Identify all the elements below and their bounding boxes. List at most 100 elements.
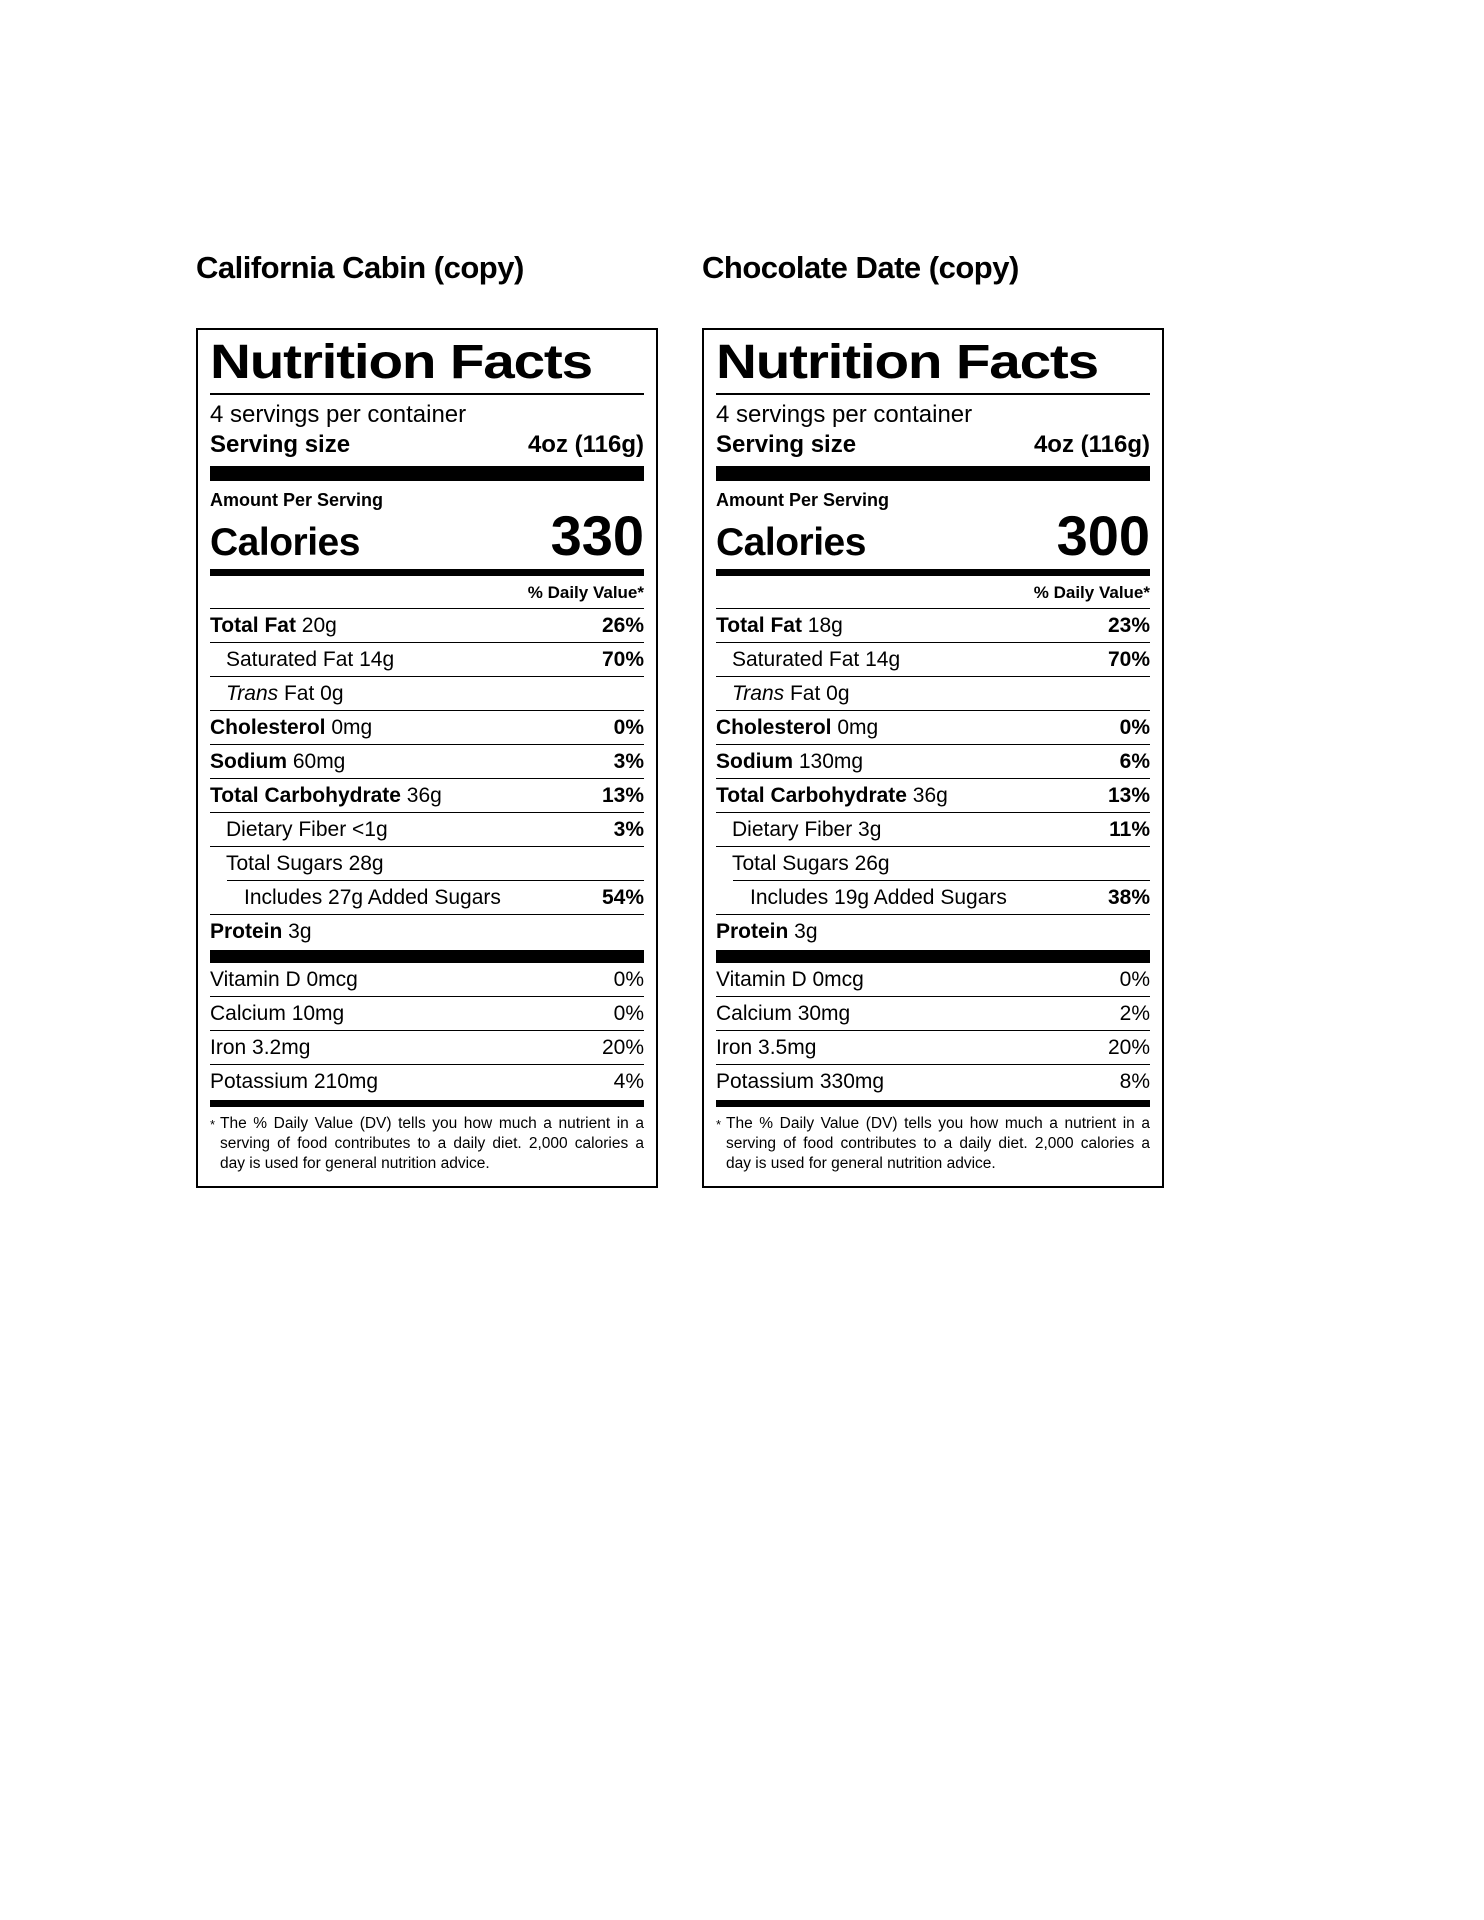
serving-size-label: Serving size [716,431,857,458]
nutrient-dv: 70% [601,648,644,671]
servings-per-container: 4 servings per container [716,401,973,428]
nutrient-name: Cholesterol 0mg [716,716,879,739]
serving-size-row: Serving size 4oz (116g) [210,429,644,466]
nutrient-dv: 70% [1107,648,1150,671]
nutrient-row: Dietary Fiber 3g 11% [716,812,1150,846]
divider-bar-thick [716,466,1150,481]
nutrient-dv: 20% [601,1036,644,1059]
nutrient-rows: Total Fat 20g 26% Saturated Fat 14g 70% … [210,608,644,948]
nutrient-row: Total Sugars 28g [210,846,644,880]
nutrient-name: Iron 3.5mg [716,1036,817,1059]
nutrient-row: Saturated Fat 14g 70% [210,642,644,676]
label-column-california-cabin: California Cabin (copy) Nutrition Facts … [196,250,658,1188]
nutrient-name: Sodium 60mg [210,750,346,773]
nutrient-dv [636,682,644,706]
nutrient-name: Saturated Fat 14g [732,648,901,671]
nutrition-facts-heading-wrap: Nutrition Facts [210,336,644,395]
label-column-chocolate-date: Chocolate Date (copy) Nutrition Facts 4 … [702,250,1164,1188]
nutrient-rows: Total Fat 18g 23% Saturated Fat 14g 70% … [716,608,1150,948]
nutrient-row: Protein 3g [716,914,1150,948]
nutrient-name: Trans Fat 0g [226,682,344,705]
nutrient-dv: 2% [1119,1002,1150,1025]
serving-size-value: 4oz (116g) [1033,431,1150,458]
nutrient-name: Total Fat 20g [210,614,337,637]
calories-row: Calories 300 [716,504,1150,567]
nutrient-row: Total Sugars 26g [716,846,1150,880]
nutrient-row: Includes 19g Added Sugars 38% [733,880,1150,914]
footnote-asterisk: * [210,1117,216,1132]
divider-bar-thick [716,950,1150,963]
nutrition-facts-heading: Nutrition Facts [210,336,593,389]
nutrient-dv [1142,920,1150,944]
footnote-text: The % Daily Value (DV) tells you how muc… [726,1115,1150,1172]
footnote-asterisk: * [716,1117,722,1132]
calories-row: Calories 330 [210,504,644,567]
nutrition-label: Nutrition Facts 4 servings per container… [196,328,658,1188]
divider-bar-medium [210,1100,644,1107]
nutrient-name: Calcium 10mg [210,1002,345,1025]
nutrient-row: Protein 3g [210,914,644,948]
nutrient-name: Trans Fat 0g [732,682,850,705]
nutrient-dv: 0% [613,1002,644,1025]
nutrient-name: Vitamin D 0mcg [210,968,358,991]
nutrient-row: Sodium 60mg 3% [210,744,644,778]
nutrient-row: Potassium 210mg 4% [210,1064,644,1098]
divider-bar-thick [210,466,644,481]
product-title: Chocolate Date (copy) [702,250,1019,285]
calories-label: Calories [210,521,360,564]
nutrient-name: Total Fat 18g [716,614,843,637]
nutrient-name: Iron 3.2mg [210,1036,311,1059]
servings-per-container: 4 servings per container [210,401,467,428]
nutrient-name: Cholesterol 0mg [210,716,373,739]
footnote: * The % Daily Value (DV) tells you how m… [210,1107,644,1174]
divider-bar-thick [210,950,644,963]
divider-bar-medium [716,1100,1150,1107]
nutrient-row: Vitamin D 0mcg 0% [210,963,644,996]
nutrient-row: Total Carbohydrate 36g 13% [210,778,644,812]
nutrient-name: Potassium 210mg [210,1070,379,1093]
nutrient-name: Includes 27g Added Sugars [244,886,501,909]
nutrient-name: Protein 3g [716,920,818,943]
nutrient-name: Potassium 330mg [716,1070,885,1093]
nutrient-dv: 23% [1107,614,1150,637]
nutrient-name: Dietary Fiber 3g [732,818,882,841]
nutrient-dv: 0% [613,716,644,739]
nutrient-name: Protein 3g [210,920,312,943]
serving-size-label: Serving size [210,431,351,458]
nutrient-row: Cholesterol 0mg 0% [716,710,1150,744]
calories-value: 330 [550,504,644,567]
nutrient-name: Sodium 130mg [716,750,864,773]
nutrient-row: Trans Fat 0g [716,676,1150,710]
nutrient-dv: 0% [613,968,644,991]
nutrition-facts-heading-wrap: Nutrition Facts [716,336,1150,395]
nutrient-dv [636,920,644,944]
nutrient-row: Calcium 10mg 0% [210,996,644,1030]
nutrient-row: Includes 27g Added Sugars 54% [227,880,644,914]
nutrient-row: Calcium 30mg 2% [716,996,1150,1030]
nutrient-name: Dietary Fiber <1g [226,818,388,841]
daily-value-header: % Daily Value* [1033,583,1150,602]
nutrient-dv: 6% [1119,750,1150,773]
nutrient-dv: 11% [1109,818,1150,841]
divider-bar-medium [210,569,644,576]
footnote: * The % Daily Value (DV) tells you how m… [716,1107,1150,1174]
nutrient-row: Total Carbohydrate 36g 13% [716,778,1150,812]
divider-bar-medium [716,569,1150,576]
nutrient-name: Total Carbohydrate 36g [210,784,442,807]
nutrient-name: Total Carbohydrate 36g [716,784,948,807]
amount-per-serving-label: Amount Per Serving [716,490,890,510]
nutrient-dv: 38% [1107,886,1150,909]
nutrient-name: Total Sugars 28g [226,852,384,875]
nutrition-label: Nutrition Facts 4 servings per container… [702,328,1164,1188]
calories-value: 300 [1056,504,1150,567]
nutrient-row: Vitamin D 0mcg 0% [716,963,1150,996]
amount-per-serving-label: Amount Per Serving [210,490,384,510]
nutrient-row: Potassium 330mg 8% [716,1064,1150,1098]
nutrient-row: Dietary Fiber <1g 3% [210,812,644,846]
nutrient-dv: 20% [1107,1036,1150,1059]
nutrient-row: Sodium 130mg 6% [716,744,1150,778]
nutrient-name: Total Sugars 26g [732,852,890,875]
nutrient-row: Total Fat 20g 26% [210,608,644,642]
nutrient-dv: 8% [1119,1070,1150,1093]
